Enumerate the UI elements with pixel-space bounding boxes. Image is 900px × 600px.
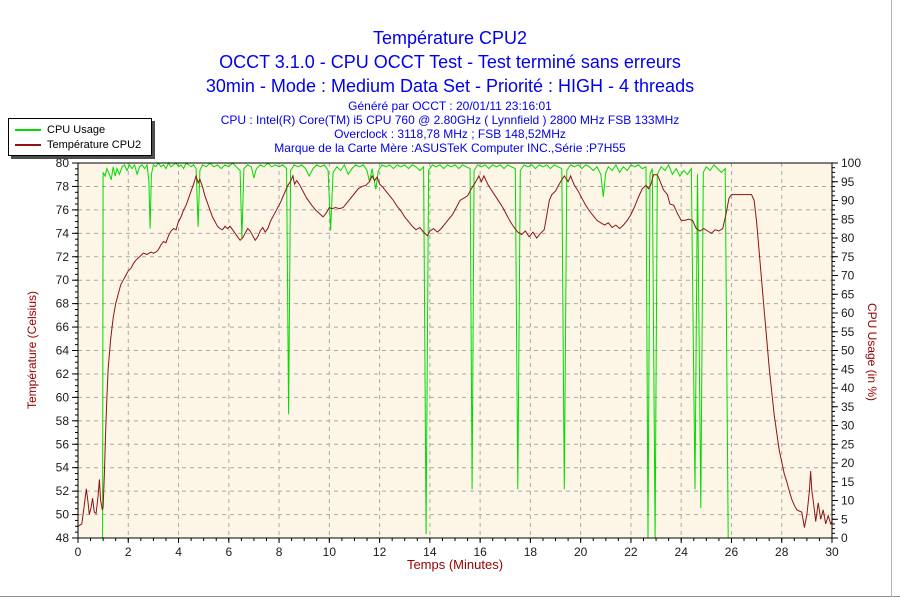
y-right-tick-label: 45	[841, 362, 855, 376]
y-right-tick-label: 15	[841, 475, 855, 489]
series-line-cpu-usage	[78, 161, 832, 539]
cpu-usage-line-swatch	[15, 128, 41, 131]
y-axis-title-right: CPU Usage (in %)	[865, 303, 879, 401]
y-right-tick-label: 35	[841, 400, 855, 414]
temperature-line-swatch	[15, 143, 41, 146]
x-tick-label: 0	[75, 545, 82, 559]
window-right-edge	[891, 0, 892, 597]
y-right-tick-label: 5	[841, 512, 848, 526]
y-right-tick-label: 75	[841, 250, 855, 264]
x-tick-label: 22	[624, 545, 638, 559]
info-generated: Généré par OCCT : 20/01/11 23:16:01	[348, 99, 552, 113]
y-left-tick-label: 70	[56, 273, 70, 287]
x-tick-label: 16	[473, 545, 487, 559]
legend-item-cpu-usage: CPU Usage	[15, 122, 141, 137]
info-cpu: CPU : Intel(R) Core(TM) i5 CPU 760 @ 2.8…	[220, 113, 680, 127]
y-left-tick-label: 58	[56, 414, 70, 428]
y-left-tick-label: 80	[56, 156, 70, 170]
y-left-tick-label: 68	[56, 297, 70, 311]
y-right-tick-label: 65	[841, 287, 855, 301]
y-right-tick-label: 40	[841, 381, 855, 395]
y-left-tick-label: 74	[56, 226, 70, 240]
x-tick-label: 20	[574, 545, 588, 559]
x-tick-label: 24	[675, 545, 689, 559]
x-tick-label: 6	[225, 545, 232, 559]
y-right-tick-label: 70	[841, 269, 855, 283]
header-block: Température CPU2 OCCT 3.1.0 - CPU OCCT T…	[0, 26, 900, 98]
x-tick-label: 2	[125, 545, 132, 559]
legend-item-temperature: Température CPU2	[15, 137, 141, 152]
system-info-block: Généré par OCCT : 20/01/11 23:16:01 CPU …	[0, 99, 900, 155]
y-left-tick-label: 62	[56, 367, 70, 381]
y-left-tick-label: 60	[56, 390, 70, 404]
info-motherboard: Marque de la Carte Mère :ASUSTeK Compute…	[274, 141, 626, 155]
y-right-tick-label: 80	[841, 231, 855, 245]
x-tick-label: 10	[323, 545, 337, 559]
y-right-tick-label: 0	[841, 531, 848, 545]
chart-legend: CPU Usage Température CPU2	[8, 118, 153, 156]
x-tick-label: 18	[524, 545, 538, 559]
y-left-tick-label: 56	[56, 437, 70, 451]
y-right-tick-label: 50	[841, 344, 855, 358]
y-axis-title-left: Température (Celsius)	[25, 291, 39, 409]
y-left-tick-label: 50	[56, 508, 70, 522]
y-left-tick-label: 76	[56, 203, 70, 217]
y-left-tick-label: 52	[56, 484, 70, 498]
page-title: Température CPU2	[372, 28, 528, 48]
y-left-tick-label: 48	[56, 531, 70, 545]
y-right-tick-label: 60	[841, 306, 855, 320]
y-right-tick-label: 10	[841, 494, 855, 508]
y-right-tick-label: 95	[841, 175, 855, 189]
x-tick-label: 28	[775, 545, 789, 559]
x-axis-title: Temps (Minutes)	[407, 557, 503, 572]
y-right-tick-label: 55	[841, 325, 855, 339]
series-line-temp-rature-cpu2	[77, 174, 833, 528]
x-tick-label: 4	[175, 545, 182, 559]
x-tick-label: 30	[825, 545, 839, 559]
y-left-tick-label: 54	[56, 461, 70, 475]
y-right-tick-label: 85	[841, 212, 855, 226]
y-right-tick-label: 30	[841, 419, 855, 433]
y-right-tick-label: 25	[841, 437, 855, 451]
page-subtitle-mode: 30min - Mode : Medium Data Set - Priorit…	[205, 76, 695, 96]
y-left-tick-label: 72	[56, 250, 70, 264]
y-right-tick-label: 100	[841, 156, 861, 170]
x-tick-label: 26	[725, 545, 739, 559]
y-right-tick-label: 20	[841, 456, 855, 470]
x-tick-label: 8	[276, 545, 283, 559]
page-subtitle-test: OCCT 3.1.0 - CPU OCCT Test - Test termin…	[219, 52, 681, 72]
x-tick-label: 14	[423, 545, 437, 559]
y-right-tick-label: 90	[841, 194, 855, 208]
legend-label-temperature: Température CPU2	[47, 138, 142, 151]
legend-label-cpu-usage: CPU Usage	[47, 123, 106, 136]
y-left-tick-label: 66	[56, 320, 70, 334]
info-overclock: Overclock : 3118,78 MHz ; FSB 148,52MHz	[334, 127, 566, 141]
x-tick-label: 12	[373, 545, 387, 559]
y-left-tick-label: 64	[56, 344, 70, 358]
y-left-tick-label: 78	[56, 179, 70, 193]
window-bottom-edge	[0, 596, 900, 597]
